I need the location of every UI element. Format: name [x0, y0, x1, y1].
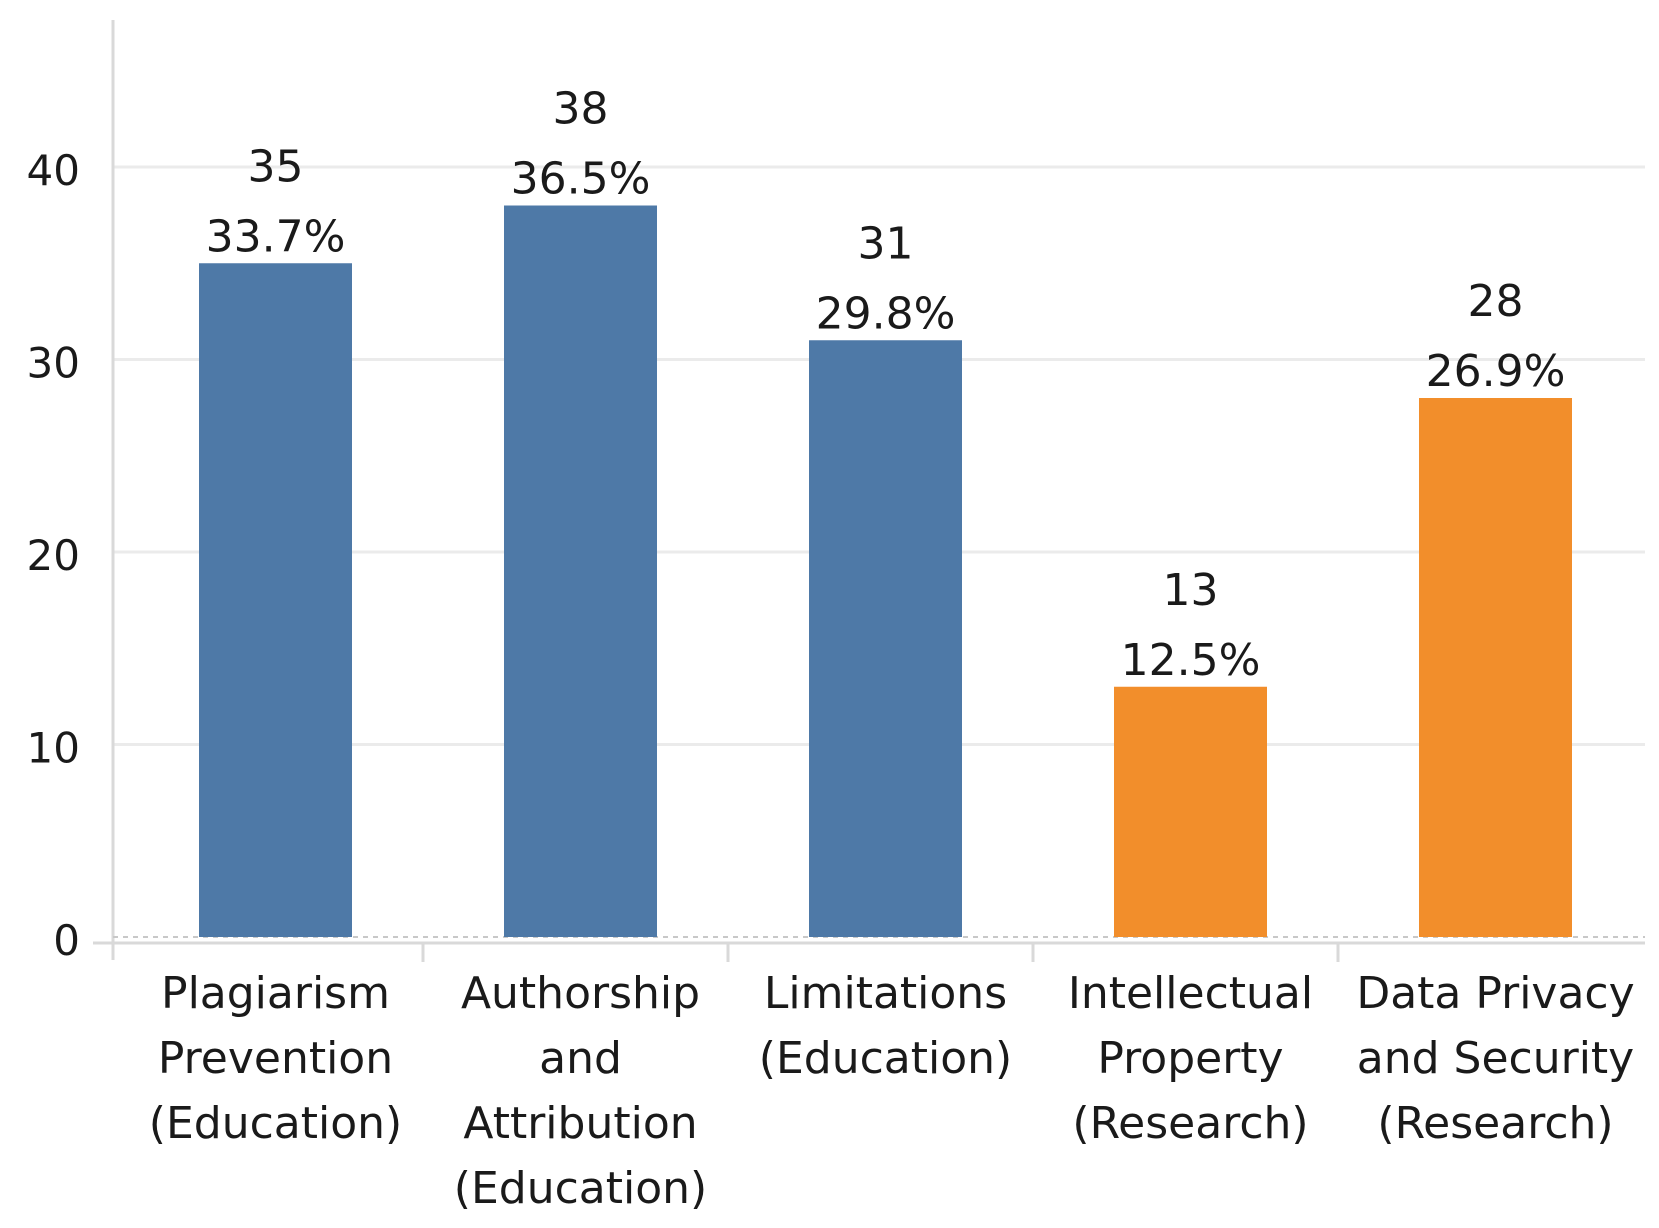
x-axis-labels: Plagiarism Prevention (Education) Authorshi…: [149, 968, 1635, 1214]
bar-percent-label: 29.8%: [816, 288, 956, 339]
bar-percent-label: 36.5%: [511, 154, 651, 205]
x-axis-label: Prevention: [158, 1033, 393, 1084]
x-axis-label: (Education): [454, 1163, 707, 1214]
bars: [199, 205, 1572, 938]
y-tick-label: 40: [27, 146, 80, 195]
bar-percent-label: 26.9%: [1426, 346, 1566, 397]
data-labels: 35 33.7% 38 36.5% 31 29.8% 13 12.5% 28 26.9%: [206, 84, 1566, 686]
bar-value-label: 13: [1163, 565, 1219, 616]
y-tick-label: 0: [53, 916, 80, 965]
y-tick-label: 10: [27, 724, 80, 773]
y-tick-label: 20: [27, 531, 80, 580]
bar-3[interactable]: [809, 340, 962, 937]
x-axis-label: Limitations: [764, 968, 1007, 1019]
x-axis-label: (Education): [149, 1098, 402, 1149]
x-axis-label: and: [539, 1033, 622, 1084]
bar-value-label: 31: [858, 218, 914, 269]
x-axis-label: (Research): [1377, 1098, 1613, 1149]
bar-percent-label: 12.5%: [1121, 635, 1261, 686]
x-axis-label: Data Privacy: [1356, 968, 1634, 1019]
y-tick-label: 30: [27, 339, 80, 388]
bar-value-label: 35: [248, 141, 304, 192]
bar-value-label: 28: [1468, 276, 1524, 327]
x-axis-label: Attribution: [463, 1098, 697, 1149]
x-axis-label: and Security: [1357, 1033, 1634, 1084]
bar-value-label: 38: [553, 84, 609, 135]
bar-4[interactable]: [1114, 686, 1267, 937]
bar-1[interactable]: [199, 263, 352, 937]
x-axis-label: Property: [1097, 1033, 1283, 1084]
x-axis-label: Authorship: [461, 968, 700, 1019]
y-axis-ticks: 0 10 20 30 40: [27, 146, 80, 965]
bar-5[interactable]: [1419, 398, 1572, 937]
x-axis-label: (Research): [1072, 1098, 1308, 1149]
bar-percent-label: 33.7%: [206, 211, 346, 262]
axes: [93, 20, 1645, 962]
bar-2[interactable]: [504, 205, 657, 938]
x-axis-label: (Education): [759, 1033, 1012, 1084]
x-axis-label: Intellectual: [1068, 968, 1313, 1019]
x-axis-label: Plagiarism: [161, 968, 390, 1019]
